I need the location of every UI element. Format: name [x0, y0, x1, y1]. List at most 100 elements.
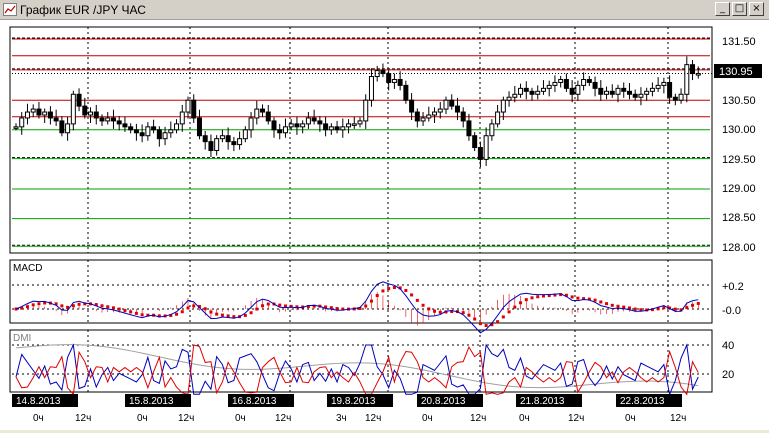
- macd-signal-point: [175, 312, 179, 316]
- candle-body: [449, 99, 455, 107]
- candle-body: [546, 84, 552, 89]
- candle-body: [13, 126, 19, 129]
- candle-body: [162, 132, 168, 140]
- candle-body: [145, 126, 151, 137]
- macd-signal-point: [559, 293, 563, 297]
- chart-app-icon: [3, 3, 17, 16]
- macd-signal-point: [54, 302, 58, 306]
- dmi-adx-line: [15, 344, 699, 389]
- price-tick: 130.00: [722, 124, 756, 136]
- candle-body: [535, 90, 541, 95]
- candle-body: [19, 117, 25, 128]
- candle-body: [174, 123, 180, 131]
- macd-signal-point: [111, 306, 115, 310]
- macd-signal-point: [226, 314, 230, 318]
- candle-body: [42, 111, 48, 116]
- macd-signal-point: [593, 298, 597, 302]
- date-label: 20.8.2013: [421, 396, 466, 407]
- macd-signal-point: [421, 303, 425, 307]
- macd-signal-point: [547, 294, 551, 298]
- candle-body: [24, 111, 30, 119]
- macd-line: [15, 281, 699, 334]
- macd-signal-point: [387, 287, 391, 291]
- macd-signal-point: [249, 311, 253, 315]
- macd-signal-point: [43, 301, 47, 305]
- candle-body: [684, 64, 690, 95]
- hour-label: 0ч: [625, 413, 636, 424]
- macd-signal-point: [306, 305, 310, 309]
- date-label-box: [516, 394, 582, 407]
- candle-body: [391, 78, 397, 83]
- candle-body: [420, 117, 426, 122]
- candle-body: [93, 111, 99, 119]
- candle-body: [133, 129, 139, 134]
- current-price-label: 130.95: [719, 66, 753, 78]
- close-button[interactable]: ×: [749, 2, 764, 16]
- candle-body: [237, 138, 243, 146]
- candle-body: [518, 87, 524, 95]
- candle-body: [151, 126, 157, 131]
- macd-signal-point: [541, 294, 545, 298]
- candle-body: [196, 117, 202, 137]
- price-tick: 128.50: [722, 212, 756, 224]
- candle-body: [454, 105, 460, 113]
- macd-signal-point: [427, 307, 431, 311]
- candle-body: [254, 108, 260, 119]
- hour-label: 12ч: [670, 413, 686, 424]
- candle-body: [139, 132, 145, 137]
- macd-signal-point: [536, 295, 540, 299]
- dmi-label: DMI: [13, 333, 31, 344]
- chart-canvas[interactable]: 14.8.2013 15.8.2013 16.8.2013 19.8.2013 20.8…: [0, 20, 769, 430]
- macd-signal-point: [530, 296, 534, 300]
- maximize-button[interactable]: □: [732, 2, 747, 16]
- candle-body: [128, 126, 134, 131]
- macd-signal-point: [605, 302, 609, 306]
- candle-body: [529, 90, 535, 95]
- macd-tick: -0.0: [722, 305, 741, 317]
- macd-signal-point: [410, 293, 414, 297]
- macd-signal-point: [415, 298, 419, 302]
- candle-body: [581, 78, 587, 86]
- candle-body: [277, 129, 283, 134]
- candle-body: [414, 111, 420, 122]
- macd-signal-point: [381, 289, 385, 293]
- macd-signal-point: [398, 286, 402, 290]
- candle-body: [621, 87, 627, 92]
- hour-label: 0ч: [235, 413, 246, 424]
- macd-signal-point: [622, 305, 626, 309]
- candle-body: [294, 123, 300, 128]
- macd-signal-point: [289, 304, 293, 308]
- hour-label: 12ч: [568, 413, 584, 424]
- date-label: 19.8.2013: [331, 396, 376, 407]
- candle-body: [661, 81, 667, 86]
- candle-body: [500, 99, 506, 113]
- macd-panel: [9, 259, 713, 324]
- candle-body: [82, 105, 88, 116]
- candle-body: [667, 81, 673, 98]
- candle-body: [506, 96, 512, 101]
- macd-signal-point: [295, 305, 299, 309]
- price-tick: 129.50: [722, 154, 756, 166]
- dmi-minus-line: [15, 344, 699, 396]
- candle-body: [30, 108, 36, 113]
- price-tick: 129.00: [722, 183, 756, 195]
- minimize-button[interactable]: _: [715, 2, 730, 16]
- macd-signal-point: [329, 306, 333, 310]
- macd-signal-point: [94, 303, 98, 307]
- candle-body: [672, 96, 678, 101]
- macd-signal-point: [610, 303, 614, 307]
- macd-signal-point: [220, 313, 224, 317]
- chart-area[interactable]: 14.8.2013 15.8.2013 16.8.2013 19.8.2013 20.8…: [0, 20, 769, 430]
- hour-label: 12ч: [75, 413, 91, 424]
- candle-body: [185, 99, 191, 113]
- date-label: 16.8.2013: [232, 396, 277, 407]
- hour-label: 12ч: [470, 413, 486, 424]
- date-label: 14.8.2013: [16, 396, 61, 407]
- candle-body: [323, 123, 329, 131]
- macd-signal-point: [501, 315, 505, 319]
- candle-body: [363, 99, 369, 122]
- hour-label: 0ч: [137, 413, 148, 424]
- candle-body: [495, 111, 501, 125]
- candle-body: [644, 90, 650, 95]
- candle-body: [649, 87, 655, 92]
